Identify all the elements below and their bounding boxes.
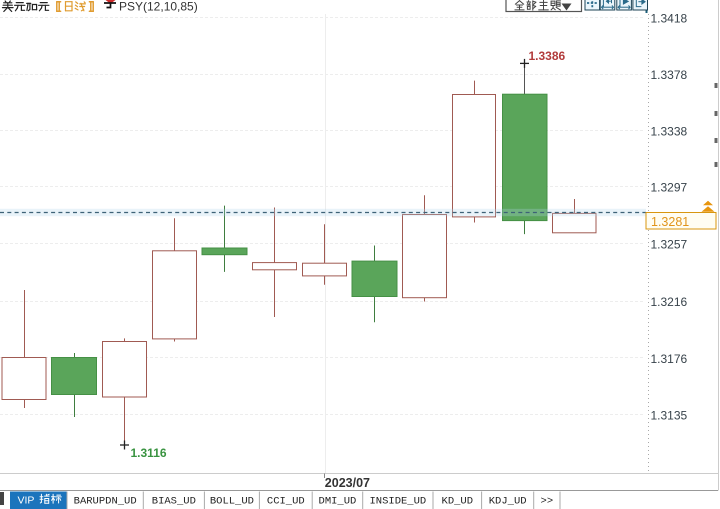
svg-text:1.3216: 1.3216 bbox=[651, 295, 688, 309]
svg-text:1.3378: 1.3378 bbox=[651, 68, 688, 82]
svg-text:BARUPDN_UD: BARUPDN_UD bbox=[74, 496, 137, 508]
svg-text:1.3386: 1.3386 bbox=[529, 49, 566, 63]
svg-text:1.3116: 1.3116 bbox=[131, 446, 167, 460]
svg-text:1.3418: 1.3418 bbox=[651, 11, 688, 25]
svg-text:PSY(12,10,85): PSY(12,10,85) bbox=[119, 0, 198, 14]
svg-text:1.3281: 1.3281 bbox=[651, 215, 689, 229]
svg-text:2023/07: 2023/07 bbox=[325, 476, 370, 490]
svg-text:INSIDE_UD: INSIDE_UD bbox=[369, 496, 426, 508]
svg-text:KDJ_UD: KDJ_UD bbox=[489, 496, 527, 508]
svg-text:1.3297: 1.3297 bbox=[651, 181, 688, 195]
svg-text:1.3176: 1.3176 bbox=[651, 352, 688, 366]
svg-text:>>: >> bbox=[541, 496, 554, 508]
svg-text:VIP: VIP bbox=[18, 495, 35, 507]
svg-text:CCI_UD: CCI_UD bbox=[267, 496, 305, 508]
svg-text:1.3257: 1.3257 bbox=[651, 237, 688, 251]
svg-text:KD_UD: KD_UD bbox=[442, 496, 474, 508]
svg-text:1.3135: 1.3135 bbox=[651, 408, 688, 422]
svg-text:DMI_UD: DMI_UD bbox=[319, 496, 357, 508]
svg-text:1.3338: 1.3338 bbox=[651, 125, 688, 139]
svg-text:BIAS_UD: BIAS_UD bbox=[152, 496, 196, 508]
svg-text:BOLL_UD: BOLL_UD bbox=[210, 496, 254, 508]
